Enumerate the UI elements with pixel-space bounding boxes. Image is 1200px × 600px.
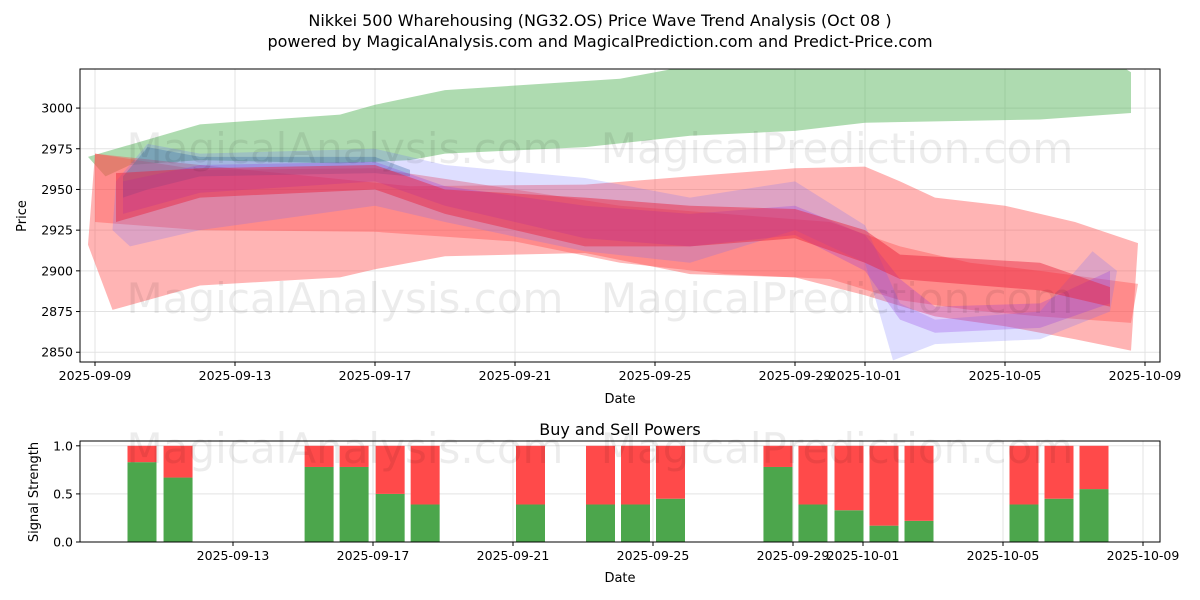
y-tick-label: 1.0	[53, 438, 73, 453]
watermark: MagicalAnalysis.com	[127, 274, 564, 323]
blue-band	[112, 143, 1117, 361]
x-tick-label: 2025-09-29	[757, 548, 830, 563]
buy-bar	[798, 504, 828, 542]
buy-bar	[1009, 504, 1039, 542]
x-tick-label: 2025-09-13	[199, 368, 272, 383]
bar-y-axis-label: Signal Strength	[27, 442, 42, 542]
buy-bar	[410, 504, 440, 542]
sell-bar	[798, 445, 828, 505]
buy-bar	[1044, 498, 1074, 542]
y-tick-label: 2925	[41, 223, 73, 238]
green-band	[88, 69, 1131, 177]
sell-bar	[763, 445, 793, 467]
sell-bar	[410, 445, 440, 505]
sell-bar	[1009, 445, 1039, 505]
sell-bar	[304, 445, 334, 467]
x-tick-label: 2025-09-13	[197, 548, 270, 563]
bar-chart-title: Buy and Sell Powers	[539, 420, 701, 439]
buy-bar	[869, 525, 899, 542]
x-tick-label: 2025-10-05	[969, 368, 1042, 383]
sell-bar	[375, 445, 405, 494]
x-tick-label: 2025-09-29	[759, 368, 832, 383]
y-tick-label: 2900	[41, 263, 73, 278]
y-tick-label: 2850	[41, 345, 73, 360]
y-tick-label: 0.0	[53, 535, 73, 550]
buy-bar	[304, 466, 334, 542]
sell-bar	[656, 445, 685, 499]
sell-bar	[1079, 445, 1109, 490]
buy-bar	[375, 493, 405, 542]
y-tick-label: 2875	[41, 304, 73, 319]
buy-bar	[127, 462, 157, 542]
watermark: MagicalPrediction.com	[601, 274, 1074, 323]
sell-bar	[127, 445, 157, 463]
chart-subtitle: powered by MagicalAnalysis.com and Magic…	[267, 32, 932, 51]
watermark: MagicalPrediction.com	[601, 424, 1074, 473]
y-tick-label: 2950	[41, 182, 73, 197]
sell-bar	[904, 445, 934, 521]
chart-title: Nikkei 500 Wharehousing (NG32.OS) Price …	[308, 11, 891, 30]
buy-bar	[763, 466, 793, 542]
x-tick-label: 2025-10-01	[827, 548, 900, 563]
purple-band	[123, 161, 1110, 333]
x-tick-label: 2025-09-25	[619, 368, 692, 383]
x-tick-label: 2025-09-21	[479, 368, 552, 383]
buy-bar	[586, 504, 615, 542]
x-tick-label: 2025-09-21	[477, 548, 550, 563]
x-tick-label: 2025-10-09	[1107, 548, 1180, 563]
buy-bar	[656, 498, 685, 542]
plot-frame	[79, 68, 1161, 363]
red-wide-band	[88, 153, 1138, 351]
bar-x-axis-label: Date	[604, 571, 635, 586]
y-tick-label: 0.5	[53, 486, 73, 501]
x-tick-label: 2025-09-25	[617, 548, 690, 563]
y-tick-label: 2975	[41, 141, 73, 156]
y-axis-label: Price	[15, 200, 30, 232]
red-center-band	[116, 165, 1110, 307]
buy-bar	[1079, 489, 1109, 542]
steel-blue-band	[123, 147, 410, 198]
sell-bar	[869, 445, 899, 526]
watermark: MagicalAnalysis.com	[127, 124, 564, 173]
buy-bar	[516, 504, 545, 542]
watermark: MagicalAnalysis.com	[127, 424, 564, 473]
buy-bar	[339, 466, 369, 542]
red-band-2	[95, 153, 1138, 323]
sell-bar	[834, 445, 864, 511]
buy-bar	[621, 504, 650, 542]
sell-bar	[621, 445, 650, 505]
buy-bar	[834, 510, 864, 542]
x-tick-label: 2025-10-05	[967, 548, 1040, 563]
x-tick-label: 2025-09-09	[59, 368, 132, 383]
buy-bar	[904, 520, 934, 542]
y-tick-label: 3000	[41, 101, 73, 116]
x-axis-label: Date	[604, 392, 635, 407]
price-chart: 2025-09-09 2025-09-13 2025-09-17 2025-09-21…	[41, 68, 1182, 383]
sell-bar	[163, 445, 193, 478]
buy-bar	[163, 477, 193, 542]
sell-bar	[1044, 445, 1074, 499]
x-tick-label: 2025-09-17	[337, 548, 410, 563]
plot-frame	[79, 440, 1161, 543]
watermark: MagicalPrediction.com	[601, 124, 1074, 173]
x-tick-label: 2025-10-01	[829, 368, 902, 383]
x-tick-label: 2025-09-17	[339, 368, 412, 383]
sell-bar	[339, 445, 369, 467]
buy-sell-chart: 0.0 0.5 1.0 2025-09-13 2025-09-17 2025-09-21 2…	[53, 438, 1179, 563]
sell-bar	[586, 445, 615, 505]
x-tick-label: 2025-10-09	[1109, 368, 1182, 383]
sell-bar	[516, 445, 545, 505]
